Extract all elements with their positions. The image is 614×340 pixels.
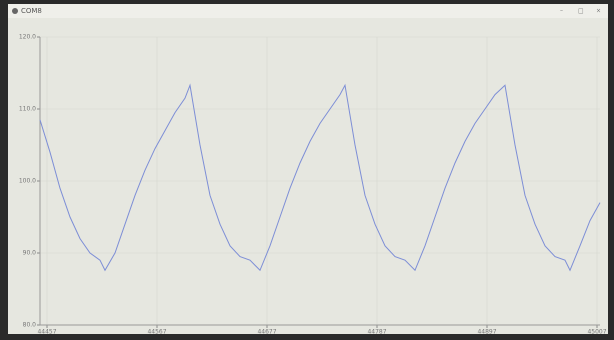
y-tick-label: 80.0 bbox=[23, 322, 37, 329]
y-tick-label: 110.0 bbox=[19, 106, 36, 113]
y-tick-label: 90.0 bbox=[23, 250, 37, 257]
maximize-button[interactable]: □ bbox=[578, 8, 584, 15]
page: {"window_title": "COM8", "chart_data": {… bbox=[0, 0, 614, 340]
y-tick-label: 100.0 bbox=[19, 178, 36, 185]
window-title: COM8 bbox=[21, 7, 42, 15]
title-bar bbox=[8, 4, 608, 18]
minimize-button[interactable]: – bbox=[560, 8, 563, 15]
app-icon bbox=[12, 8, 18, 14]
x-tick-label: 44677 bbox=[257, 329, 276, 336]
x-tick-label: 44567 bbox=[147, 329, 166, 336]
screen: COM8 – □ × 80.0 90.0 100.0 110.0 120.0 44457 4… bbox=[0, 0, 614, 340]
x-tick-label: 44787 bbox=[367, 329, 386, 336]
x-tick-label: 45007 bbox=[587, 329, 606, 336]
close-button[interactable]: × bbox=[596, 8, 601, 15]
y-tick-label: 120.0 bbox=[19, 34, 36, 41]
window bbox=[8, 4, 608, 334]
x-tick-label: 44457 bbox=[37, 329, 56, 336]
x-tick-label: 44897 bbox=[477, 329, 496, 336]
